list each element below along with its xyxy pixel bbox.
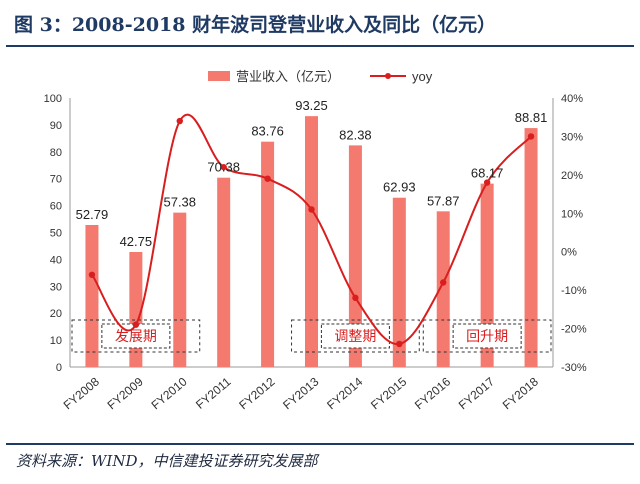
left-tick-label: 70 — [50, 174, 62, 186]
legend-swatch-revenue — [208, 71, 230, 81]
x-tick-label: FY2017 — [456, 374, 497, 412]
revenue-bar — [217, 177, 231, 367]
bar-value-label: 88.81 — [515, 110, 548, 125]
revenue-bar — [392, 197, 406, 367]
period-label-box — [101, 323, 171, 349]
bar-value-label: 57.38 — [163, 195, 196, 210]
right-tick-label: 40% — [561, 93, 583, 105]
yoy-point — [264, 175, 271, 182]
period-label-box — [452, 323, 522, 349]
x-tick-label: FY2014 — [324, 374, 365, 412]
figure-title: 图 3：2008-2018 财年波司登营业收入及同比（亿元） — [14, 14, 497, 36]
source-note: 资料来源：WIND，中信建投证券研究发展部 — [16, 452, 318, 470]
bar-value-label: 83.76 — [251, 124, 284, 139]
revenue-bar — [480, 183, 494, 367]
source-divider — [6, 443, 634, 445]
x-tick-label: FY2015 — [368, 374, 409, 412]
revenue-bar — [173, 212, 187, 367]
revenue-bar — [348, 145, 362, 367]
bar-value-label: 93.25 — [295, 98, 328, 113]
yoy-point — [396, 340, 403, 348]
bar-value-label: 57.87 — [427, 193, 460, 208]
right-tick-label: 20% — [561, 170, 583, 182]
right-tick-label: -10% — [561, 285, 587, 297]
yoy-point — [132, 321, 140, 328]
left-tick-label: 10 — [50, 335, 62, 347]
period-outline — [71, 319, 201, 353]
period-outline — [291, 319, 420, 353]
revenue-bar — [261, 141, 275, 367]
period-label: 发展期 — [115, 328, 157, 344]
left-tick-label: 40 — [50, 254, 62, 266]
legend-label-revenue: 营业收入（亿元） — [236, 69, 340, 84]
left-tick-label: 50 — [50, 228, 62, 240]
yoy-point — [352, 294, 359, 302]
yoy-point — [527, 133, 535, 140]
right-tick-label: 0% — [561, 247, 577, 259]
revenue-bar — [85, 224, 99, 367]
left-tick-label: 60 — [50, 201, 62, 213]
left-tick-label: 90 — [50, 120, 62, 132]
yoy-point — [88, 271, 96, 278]
legend-label-yoy: yoy — [412, 69, 433, 84]
x-tick-label: FY2016 — [412, 374, 453, 412]
left-tick-label: 20 — [50, 308, 62, 320]
left-tick-label: 30 — [50, 281, 62, 293]
yoy-point — [220, 163, 227, 171]
yoy-point — [308, 206, 315, 213]
bar-value-label: 70.38 — [207, 160, 240, 175]
x-tick-label: FY2009 — [105, 374, 146, 412]
right-tick-label: -20% — [561, 324, 587, 336]
x-tick-label: FY2018 — [500, 374, 541, 412]
right-tick-label: 30% — [561, 131, 583, 143]
left-tick-label: 100 — [44, 93, 62, 105]
bar-value-label: 62.93 — [383, 180, 416, 195]
bar-value-label: 42.75 — [120, 234, 153, 249]
x-tick-label: FY2013 — [280, 374, 321, 412]
bar-value-label: 82.38 — [339, 127, 372, 142]
revenue-bar — [524, 128, 538, 367]
right-tick-label: 10% — [561, 208, 583, 220]
bar-value-label: 68.17 — [471, 166, 504, 181]
legend-marker-yoy — [385, 73, 391, 79]
period-label-box — [320, 323, 390, 349]
x-tick-label: FY2011 — [193, 374, 234, 411]
bar-value-label: 52.79 — [76, 207, 109, 222]
x-tick-label: FY2008 — [61, 374, 102, 412]
x-tick-label: FY2010 — [149, 374, 190, 412]
yoy-point — [483, 179, 491, 186]
right-tick-label: -30% — [561, 362, 587, 374]
period-label: 回升期 — [466, 328, 508, 344]
left-tick-label: 80 — [50, 147, 62, 159]
yoy-point — [176, 117, 183, 125]
period-outline — [422, 319, 552, 353]
revenue-bar — [305, 116, 318, 367]
revenue-bar — [436, 211, 450, 367]
x-tick-label: FY2012 — [236, 374, 277, 412]
title-divider — [6, 45, 634, 47]
period-label: 调整期 — [334, 328, 376, 344]
yoy-line — [91, 113, 532, 345]
yoy-point — [440, 279, 447, 286]
left-tick-label: 0 — [56, 362, 62, 374]
